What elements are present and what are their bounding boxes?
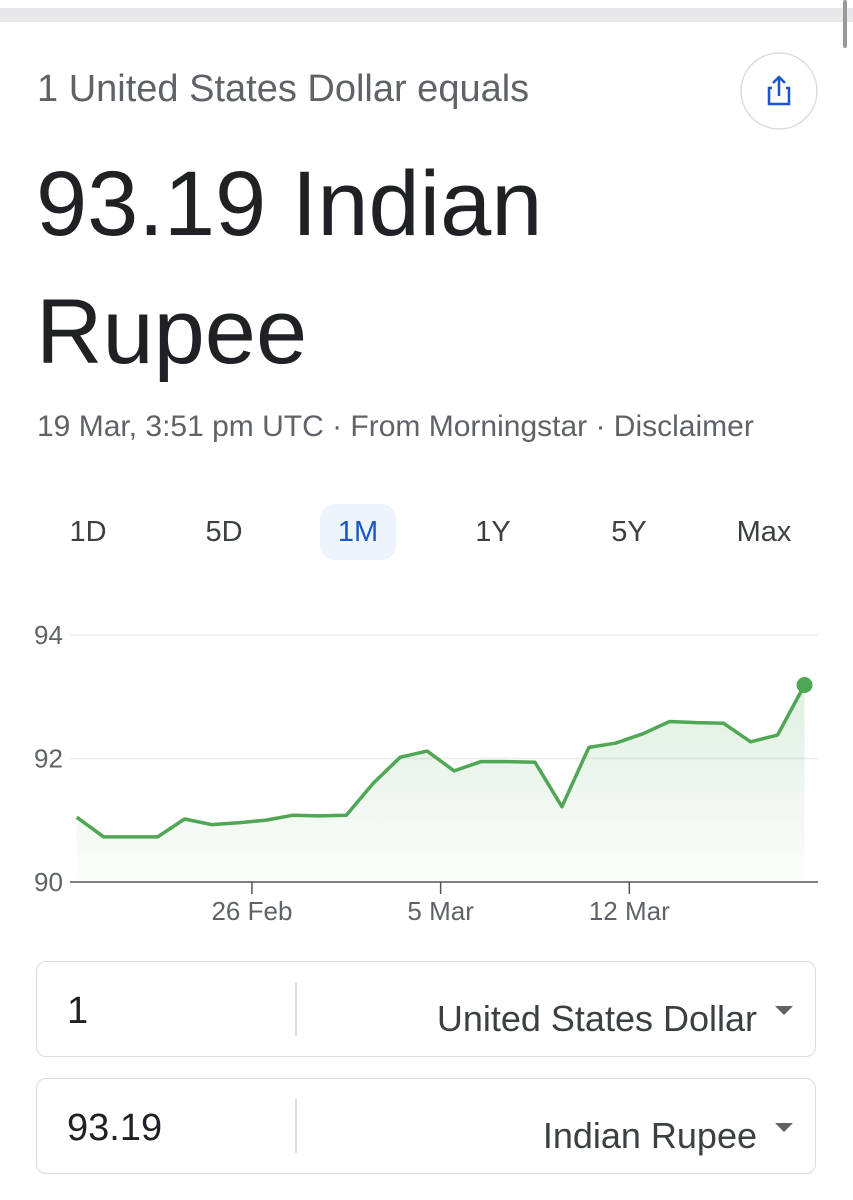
top-bar	[0, 8, 853, 22]
line	[75, 684, 807, 839]
dropdown-caret[interactable]	[775, 1123, 793, 1132]
scrollbar	[843, 0, 847, 48]
separator	[295, 982, 297, 1036]
range-tab[interactable]: 5Y	[611, 516, 647, 548]
from-box[interactable]: 1 United States Dollar	[36, 961, 816, 1057]
range-tab[interactable]: Max	[736, 516, 792, 548]
y-tick-label: 92	[34, 744, 63, 774]
range-tab[interactable]: 1M	[320, 504, 396, 560]
y-tick-label: 94	[34, 620, 63, 650]
share-button[interactable]	[740, 52, 818, 130]
x-tick-label: 12 Mar	[589, 896, 670, 926]
subtitle: 1 United States Dollar equals	[37, 68, 530, 110]
last-point	[796, 677, 813, 694]
range-tab[interactable]: 1Y	[475, 516, 511, 548]
dropdown-caret[interactable]	[775, 1006, 793, 1015]
area-fill	[76, 685, 805, 882]
chart: 90 92 94 26 Feb 5 Mar 12 Mar	[34, 620, 818, 926]
y-tick-label: 90	[34, 867, 63, 897]
meta: 19 Mar, 3:51 pm UTC · From Morningstar ·…	[37, 410, 754, 443]
separator	[295, 1099, 297, 1153]
to-amount[interactable]: 93.19	[67, 1107, 163, 1149]
range-tab[interactable]: 1D	[69, 516, 107, 548]
x-tick-label: 26 Feb	[211, 896, 292, 926]
range-tab[interactable]: 5D	[205, 516, 243, 548]
to-box[interactable]: 93.19 Indian Rupee	[36, 1078, 816, 1174]
from-currency[interactable]: United States Dollar	[436, 998, 757, 1039]
from-amount[interactable]: 1	[67, 990, 89, 1032]
to-currency[interactable]: Indian Rupee	[542, 1115, 757, 1156]
x-tick-label: 5 Mar	[407, 896, 474, 926]
title: 93.19 Indian Rupee	[36, 153, 543, 383]
